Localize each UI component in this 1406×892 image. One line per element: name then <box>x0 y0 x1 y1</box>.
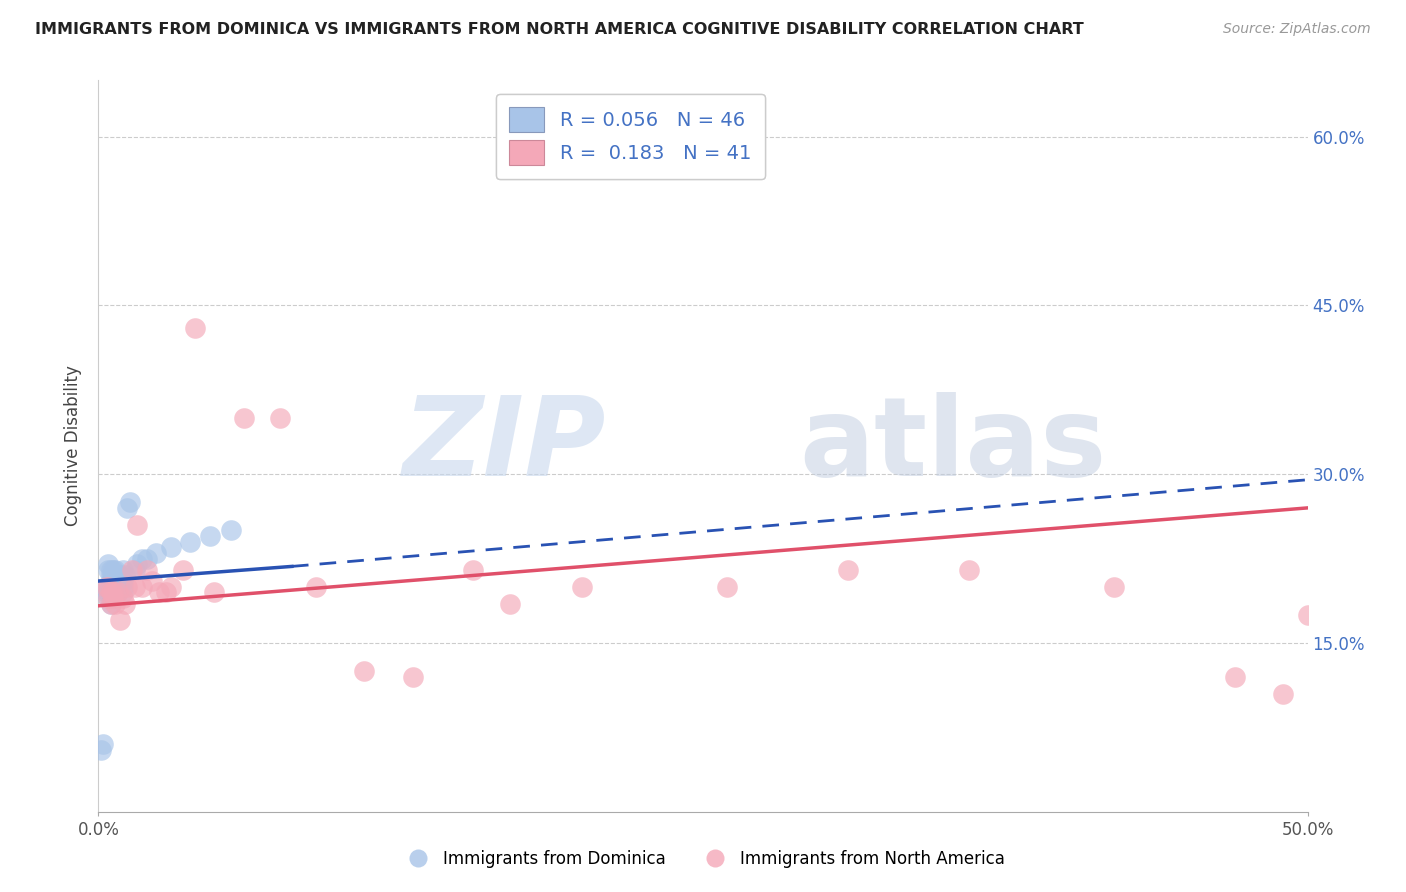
Point <box>1102 580 1125 594</box>
Point <box>269 410 291 425</box>
Point <box>172 563 194 577</box>
Point <box>100 568 122 582</box>
Point <box>114 568 136 582</box>
Text: Source: ZipAtlas.com: Source: ZipAtlas.com <box>1223 22 1371 37</box>
Point <box>145 546 167 560</box>
Point <box>111 591 134 605</box>
Point <box>204 585 226 599</box>
Point <box>100 585 122 599</box>
Point <box>957 563 980 577</box>
Text: IMMIGRANTS FROM DOMINICA VS IMMIGRANTS FROM NORTH AMERICA COGNITIVE DISABILITY C: IMMIGRANTS FROM DOMINICA VS IMMIGRANTS F… <box>35 22 1084 37</box>
Point <box>1320 681 1343 695</box>
Point <box>402 670 425 684</box>
Point <box>111 580 134 594</box>
Point <box>124 580 146 594</box>
Point <box>107 574 129 588</box>
Point <box>101 563 124 577</box>
Point <box>90 743 112 757</box>
Point <box>97 563 120 577</box>
Point <box>124 563 146 577</box>
Point <box>101 580 124 594</box>
Point <box>101 568 124 582</box>
Point <box>101 591 124 605</box>
Point <box>571 580 593 594</box>
Point <box>100 597 122 611</box>
Y-axis label: Cognitive Disability: Cognitive Disability <box>65 366 83 526</box>
Point <box>104 563 127 577</box>
Point <box>141 574 163 588</box>
Point <box>108 580 131 594</box>
Point <box>127 557 149 571</box>
Point <box>107 585 129 599</box>
Point <box>101 585 124 599</box>
Point <box>114 597 136 611</box>
Point <box>198 529 221 543</box>
Point <box>101 585 124 599</box>
Point <box>100 580 122 594</box>
Point <box>305 580 328 594</box>
Point <box>104 580 127 594</box>
Point <box>121 563 143 577</box>
Point <box>160 580 183 594</box>
Point <box>107 585 129 599</box>
Point <box>498 597 520 611</box>
Point <box>107 580 129 594</box>
Point <box>131 551 153 566</box>
Point <box>101 574 124 588</box>
Point <box>91 737 114 751</box>
Point <box>353 664 375 678</box>
Point <box>117 500 139 515</box>
Point <box>104 585 127 599</box>
Point <box>1272 687 1295 701</box>
Point <box>837 563 859 577</box>
Point <box>97 585 120 599</box>
Point <box>117 580 139 594</box>
Point <box>184 321 207 335</box>
Point <box>1296 607 1319 622</box>
Point <box>111 574 134 588</box>
Point <box>118 495 141 509</box>
Point <box>148 585 170 599</box>
Point <box>135 563 157 577</box>
Point <box>100 563 122 577</box>
Point <box>104 597 127 611</box>
Point <box>127 517 149 532</box>
Point <box>100 585 122 599</box>
Text: ZIP: ZIP <box>402 392 606 500</box>
Point <box>463 563 485 577</box>
Point <box>104 568 127 582</box>
Point <box>101 591 124 605</box>
Point <box>160 541 183 555</box>
Point <box>1223 670 1246 684</box>
Point <box>104 574 127 588</box>
Point <box>94 585 117 599</box>
Point <box>97 580 120 594</box>
Point <box>108 568 131 582</box>
Legend: R = 0.056   N = 46, R =  0.183   N = 41: R = 0.056 N = 46, R = 0.183 N = 41 <box>496 94 765 178</box>
Text: atlas: atlas <box>800 392 1107 500</box>
Point <box>100 597 122 611</box>
Point <box>94 580 117 594</box>
Point <box>155 585 177 599</box>
Point <box>100 574 122 588</box>
Point <box>97 591 120 605</box>
Point <box>97 557 120 571</box>
Point <box>94 580 117 594</box>
Point <box>111 585 134 599</box>
Legend: Immigrants from Dominica, Immigrants from North America: Immigrants from Dominica, Immigrants fro… <box>394 844 1012 875</box>
Point <box>111 563 134 577</box>
Point <box>221 524 243 538</box>
Point <box>131 580 153 594</box>
Point <box>716 580 738 594</box>
Point <box>108 614 131 628</box>
Point <box>232 410 254 425</box>
Point <box>97 591 120 605</box>
Point <box>135 551 157 566</box>
Point <box>179 534 201 549</box>
